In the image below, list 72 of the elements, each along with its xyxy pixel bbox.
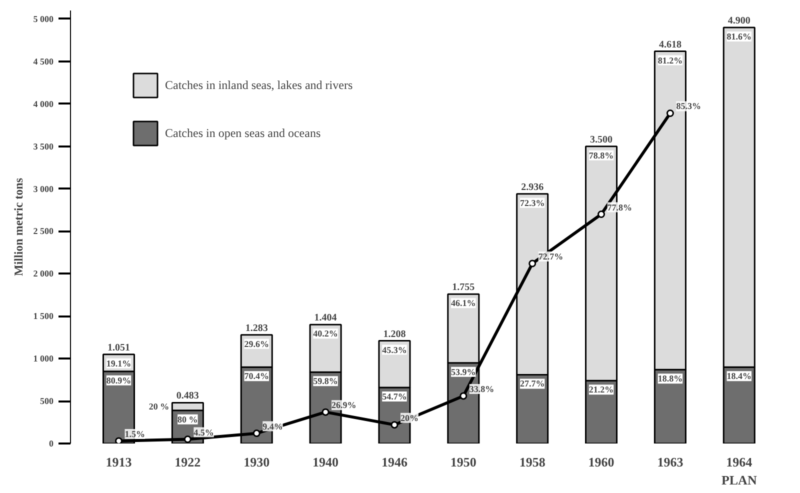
annotation: 20 % xyxy=(148,402,170,412)
annotation: 81.2% xyxy=(658,55,683,66)
annotation: 21.2% xyxy=(588,384,614,395)
annotation: 20% xyxy=(400,412,418,423)
annotation: 81.6% xyxy=(726,31,752,42)
x-tick-label: 1960 xyxy=(588,454,614,470)
annotation: 77.8% xyxy=(607,202,632,212)
point xyxy=(115,437,122,444)
annotation: 0.483 xyxy=(176,390,199,402)
annotation: 45.3% xyxy=(382,344,407,355)
annotation: 53.9% xyxy=(451,366,476,377)
point xyxy=(322,408,330,416)
y-axis-title: Million metric tons xyxy=(11,178,26,276)
y-tick-label: 2 500 xyxy=(33,226,54,236)
annotation: 46.1% xyxy=(451,298,476,308)
y-tick-label: 4 000 xyxy=(33,98,54,109)
y-tick-label: 500 xyxy=(40,396,54,406)
x-tick-label: 1950 xyxy=(450,454,476,470)
annotation: 1.404 xyxy=(314,312,337,324)
annotation: 72.7% xyxy=(538,252,564,262)
annotation: 18.4% xyxy=(726,371,752,382)
annotation: 1.051 xyxy=(108,342,130,354)
y-tick-label: 2 000 xyxy=(33,268,54,279)
y-tick-label: 1 000 xyxy=(33,354,54,364)
x-tick-label: 1913 xyxy=(106,454,132,470)
legend-label: Catches in open seas and oceans xyxy=(165,126,321,140)
point xyxy=(184,436,192,443)
x-tick-label: 1963 xyxy=(657,454,684,470)
point xyxy=(528,260,536,268)
point xyxy=(390,421,398,429)
point xyxy=(598,210,606,218)
annotation: 19.1% xyxy=(106,358,132,368)
x-tick-label: 1958 xyxy=(519,454,546,470)
x-tick-label: 1940 xyxy=(312,454,339,470)
point xyxy=(666,109,674,117)
y-tick-label: 3 000 xyxy=(33,184,54,194)
annotation: 4.618 xyxy=(658,39,682,50)
annotation: 78.8% xyxy=(588,150,614,160)
legend-label: Catches in inland seas, lakes and rivers xyxy=(165,78,353,92)
annotation: 26.9% xyxy=(332,400,356,410)
annotation: 18.8% xyxy=(658,374,683,384)
annotation: 54.7% xyxy=(382,391,407,402)
annotation: 70.4% xyxy=(244,371,269,382)
annotation: 40.2% xyxy=(313,328,338,339)
y-tick-label: 5 000 xyxy=(33,14,54,24)
annotation: 80 % xyxy=(178,414,198,424)
x-tick-label: 1946 xyxy=(381,454,408,470)
point xyxy=(252,430,260,438)
x-tick-label: 1922 xyxy=(174,454,201,470)
point xyxy=(460,392,468,400)
y-tick-label: 1 500 xyxy=(33,311,54,322)
annotation: 3.500 xyxy=(590,134,613,146)
y-tick-label: 4 500 xyxy=(33,56,54,66)
annotation: 1.755 xyxy=(452,282,475,294)
y-tick-label: 0 xyxy=(49,438,54,448)
annotation: 59.8% xyxy=(313,376,338,386)
y-tick-label: 3 500 xyxy=(33,141,54,152)
annotation: 29.6% xyxy=(244,338,269,349)
annotation: 2.936 xyxy=(521,182,544,193)
annotation: 85.3% xyxy=(676,101,701,112)
x-tick-label: 1930 xyxy=(244,454,270,470)
annotation: 27.7% xyxy=(520,378,545,389)
annotation: 72.3% xyxy=(520,198,545,208)
annotation: 1.5% xyxy=(124,428,145,439)
annotation: 1.208 xyxy=(383,328,406,340)
annotation: 9.4% xyxy=(262,421,283,432)
annotation: 4.900 xyxy=(728,15,750,26)
annotation: 1.283 xyxy=(245,322,268,334)
x-tick-label: 1964 PLAN xyxy=(721,454,758,488)
annotation: 33.8% xyxy=(469,384,494,394)
annotation: 4.5% xyxy=(194,427,214,438)
annotation: 80.9% xyxy=(106,375,132,386)
